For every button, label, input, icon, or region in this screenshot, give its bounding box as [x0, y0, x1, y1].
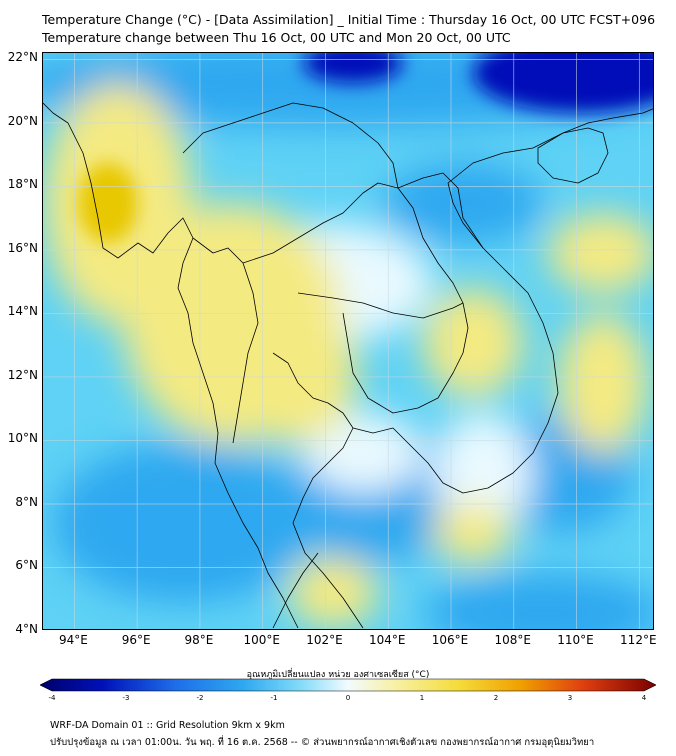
coastline-malaysia	[272, 552, 319, 629]
temperature-field-detail	[78, 53, 653, 243]
border-laos-vietnam	[397, 172, 484, 249]
colorbar-bar	[40, 678, 656, 692]
colorbar-tick-label: -3	[122, 694, 130, 702]
border-laos-thailand	[242, 182, 464, 304]
border-myanmar-china	[182, 102, 399, 189]
lon-tick-label: 98°E	[184, 633, 214, 647]
border-thailand-west	[192, 237, 259, 444]
model-info: WRF-DA Domain 01 :: Grid Resolution 9km …	[50, 720, 285, 731]
lon-tick-label: 102°E	[306, 633, 343, 647]
update-credit: ปรับปรุงข้อมูล ณ เวลา 01:00น. วัน พฤ. ที…	[50, 737, 595, 748]
lat-tick-label: 10°N	[7, 431, 38, 446]
border-cambodia-north	[297, 292, 464, 319]
lat-tick-label: 16°N	[7, 240, 38, 255]
colorbar-tick-label: 1	[419, 694, 425, 702]
coastline-hainan	[537, 127, 609, 184]
warm-zone-east-upper	[548, 213, 653, 293]
map-canvas	[43, 53, 653, 629]
lon-tick-label: 94°E	[58, 633, 88, 647]
colorbar-tick-label: 3	[567, 694, 573, 702]
neutral-zone-gulf	[303, 413, 423, 493]
warm-zone-south-west	[288, 558, 378, 628]
lon-tick-label: 100°E	[243, 633, 280, 647]
coastline-gulf-thailand	[272, 352, 364, 629]
coastline-myanmar-west	[43, 102, 229, 494]
warm-zone-east-lower	[558, 313, 648, 453]
lat-tick-label: 14°N	[7, 304, 38, 319]
neutral-zone-east	[433, 413, 533, 533]
chart-title: Temperature Change (°C) - [Data Assimila…	[42, 12, 656, 27]
lat-tick-label: 4°N	[15, 622, 38, 636]
lon-tick-label: 104°E	[368, 633, 406, 647]
border-cambodia-thailand	[342, 302, 469, 414]
colorbar-tick-label: 2	[493, 694, 499, 702]
lon-tick-label: 106°E	[431, 633, 469, 647]
lat-tick-label: 6°N	[15, 558, 38, 573]
cool-zone-central	[383, 163, 543, 243]
colorbar-tick-label: 4	[641, 694, 647, 702]
cool-zone-south-west	[53, 443, 313, 603]
lat-tick-label: 8°N	[15, 494, 38, 509]
lat-tick-label: 22°N	[7, 50, 38, 65]
coastlines-and-borders	[43, 102, 653, 629]
colorbar	[40, 678, 656, 692]
colorbar-tick-label: -2	[196, 694, 204, 702]
colorbar-label: อุณหภูมิเปลี่ยนแปลง หน่วย องศาเซลเซียส (…	[246, 670, 430, 680]
lon-tick-label: 108°E	[494, 633, 532, 647]
coastline-cambodia-vietnam	[352, 182, 559, 494]
temperature-change-map	[42, 52, 654, 630]
lon-tick-label: 110°E	[557, 633, 594, 647]
warm-zone-south-east	[433, 503, 513, 563]
lat-tick-label: 12°N	[7, 367, 38, 382]
strong-cool-north-east	[473, 53, 653, 113]
chart-subtitle: Temperature change between Thu 16 Oct, 0…	[42, 30, 511, 45]
colorbar-tick-label: 0	[345, 694, 351, 702]
warm-zone-cambodia	[423, 288, 523, 398]
cool-zone-south-east	[423, 573, 653, 629]
lat-tick-label: 18°N	[7, 177, 38, 192]
strong-cool-north	[303, 53, 403, 83]
colorbar-tick-label: -4	[48, 694, 56, 702]
lon-tick-label: 112°E	[620, 633, 657, 647]
lat-tick-label: 20°N	[7, 113, 38, 128]
colorbar-tick-label: -1	[270, 694, 278, 702]
map-gridlines	[43, 53, 653, 629]
lon-tick-label: 96°E	[121, 633, 151, 647]
cooling-zones	[43, 53, 653, 629]
strong-warm-myanmar	[78, 163, 138, 243]
